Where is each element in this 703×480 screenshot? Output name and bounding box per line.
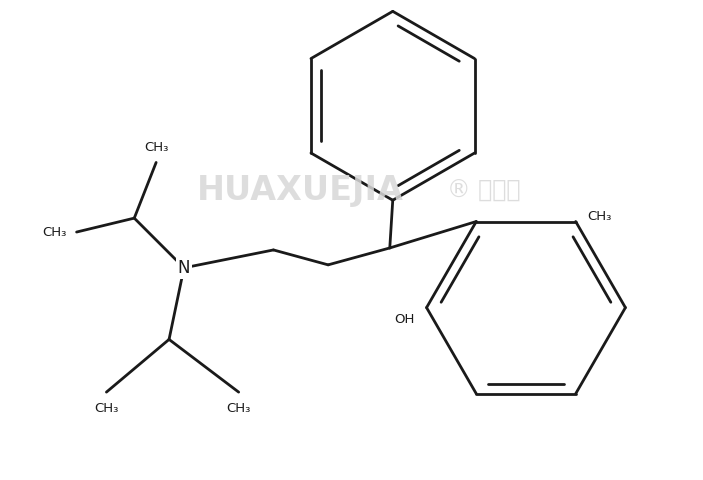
Text: CH₃: CH₃ [226, 402, 251, 415]
Text: ® 化学加: ® 化学加 [448, 178, 521, 202]
Text: OH: OH [394, 313, 415, 326]
Text: CH₃: CH₃ [42, 226, 67, 239]
Text: CH₃: CH₃ [144, 142, 168, 155]
Text: N: N [178, 259, 191, 277]
Text: CH₃: CH₃ [588, 210, 612, 223]
Text: HUAXUEJIA: HUAXUEJIA [197, 174, 404, 207]
Text: CH₃: CH₃ [94, 402, 119, 415]
